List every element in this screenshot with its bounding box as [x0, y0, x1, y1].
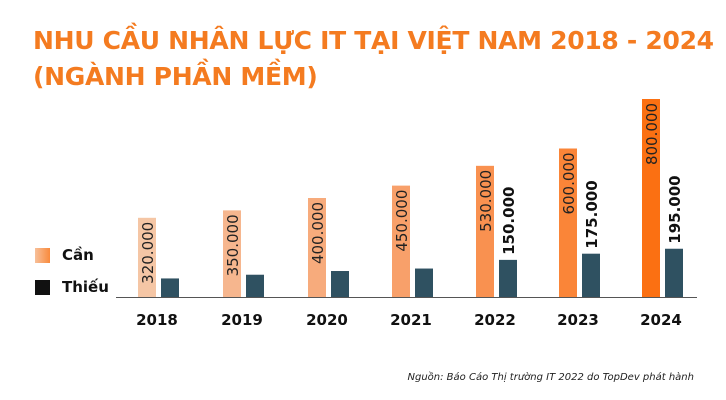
bar-thieu-2023 [582, 253, 600, 297]
bar-can-2018 [138, 217, 156, 297]
bar-can-2024 [642, 99, 660, 297]
bar-thieu-2024 [665, 248, 683, 297]
bar-can-2023 [559, 148, 577, 297]
bar-can-2019 [223, 210, 241, 297]
legend-item-thieu: Thiếu [35, 278, 109, 296]
bar-thieu-2018 [161, 278, 179, 297]
legend-swatch-thieu [35, 279, 50, 295]
data-label-thieu-2023: 175.000 [583, 180, 601, 248]
chart-title-line2: (NGÀNH PHẦN MỀM) [33, 62, 318, 91]
bar-thieu-2021 [415, 268, 433, 297]
x-tick-label-2024: 2024 [640, 311, 682, 329]
x-tick-label-2021: 2021 [390, 311, 432, 329]
legend-label-thieu: Thiếu [62, 278, 109, 296]
data-label-can-2024: 800.000 [643, 103, 661, 165]
x-tick-label-2023: 2023 [557, 311, 599, 329]
legend-swatch-can [35, 247, 50, 263]
bar-can-2020 [308, 198, 326, 297]
data-label-thieu-2022: 150.000 [500, 187, 518, 255]
data-label-can-2022: 530.000 [477, 170, 495, 232]
bar-can-2022 [476, 165, 494, 297]
x-tick-label-2018: 2018 [136, 311, 178, 329]
x-tick-label-2022: 2022 [474, 311, 516, 329]
bar-can-2021 [392, 185, 410, 297]
source-note: Nguồn: Báo Cáo Thị trường IT 2022 do Top… [407, 372, 694, 383]
legend-item-can: Cần [35, 246, 94, 264]
bar-thieu-2020 [331, 271, 349, 297]
data-label-can-2019: 350.000 [224, 214, 242, 276]
chart-title-line1: NHU CẦU NHÂN LỰC IT TẠI VIỆT NAM 2018 - … [33, 26, 714, 55]
bar-thieu-2019 [246, 274, 264, 297]
data-label-thieu-2024: 195.000 [666, 175, 684, 243]
data-label-can-2018: 320.000 [139, 222, 157, 284]
legend-label-can: Cần [62, 246, 94, 264]
data-label-can-2021: 450.000 [393, 190, 411, 252]
x-tick-label-2019: 2019 [221, 311, 263, 329]
x-tick-label-2020: 2020 [306, 311, 348, 329]
data-label-can-2023: 600.000 [560, 153, 578, 215]
bar-thieu-2022 [499, 259, 517, 297]
data-label-can-2020: 400.000 [309, 202, 327, 264]
